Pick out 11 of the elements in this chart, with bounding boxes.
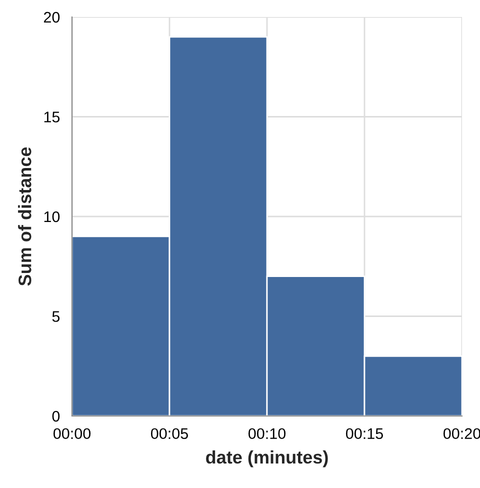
x-tick-label: 00:15 bbox=[346, 428, 383, 440]
x-tick-label: 00:00 bbox=[53, 428, 91, 440]
x-tick-label: 00:10 bbox=[248, 428, 286, 440]
x-axis-title: date (minutes) bbox=[206, 450, 328, 468]
y-axis-title: Sum of distance bbox=[18, 147, 32, 286]
y-tick-label: 15 bbox=[44, 112, 60, 122]
y-tick-label: 10 bbox=[44, 211, 60, 222]
y-tick-label: 20 bbox=[44, 12, 60, 23]
y-tick-label: 5 bbox=[52, 311, 60, 322]
y-tick-label: 0 bbox=[52, 410, 60, 422]
x-tick-label: 00:05 bbox=[150, 428, 188, 440]
